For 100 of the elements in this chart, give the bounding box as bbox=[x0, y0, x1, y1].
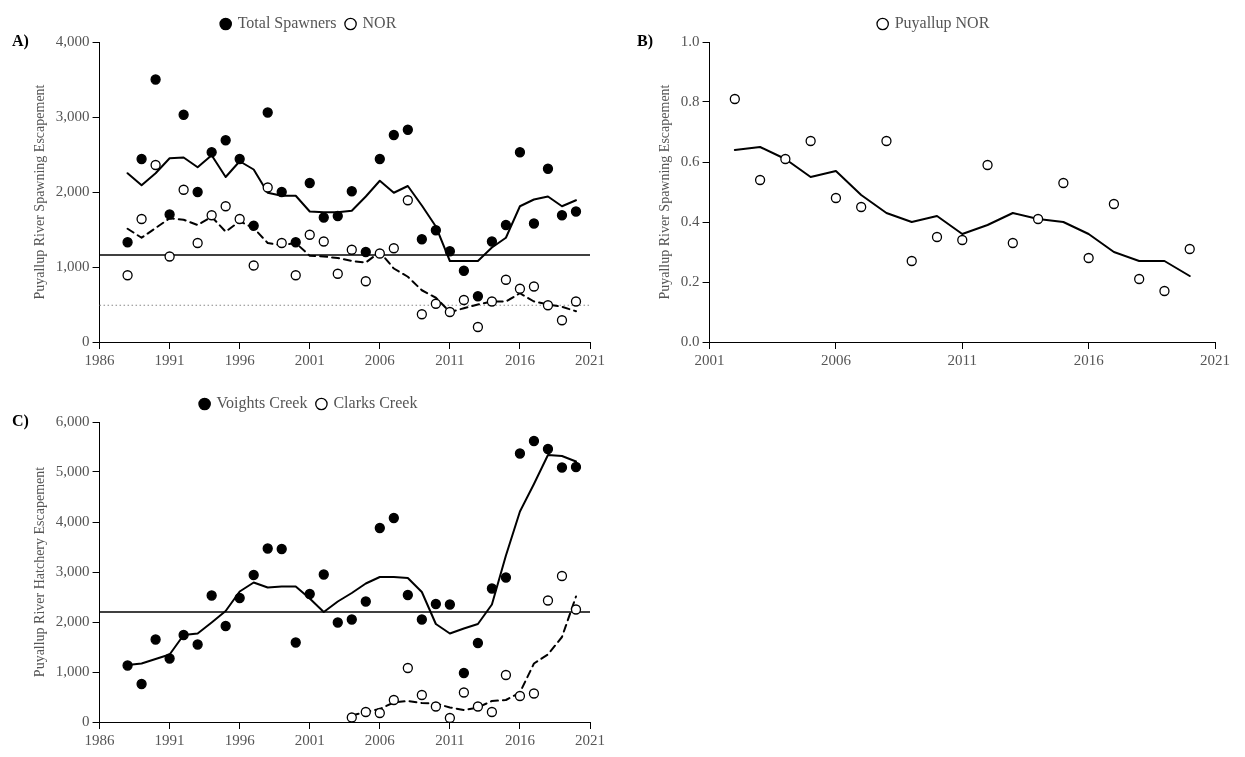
point bbox=[486, 296, 498, 307]
x-tick-label: 2016 bbox=[1073, 351, 1105, 368]
point bbox=[982, 159, 993, 171]
point bbox=[346, 712, 357, 722]
point bbox=[192, 639, 203, 650]
y-tick-label: 1,000 bbox=[55, 662, 90, 679]
point bbox=[262, 107, 273, 118]
point bbox=[220, 201, 231, 212]
point bbox=[122, 237, 133, 248]
point bbox=[136, 153, 147, 165]
point bbox=[416, 689, 427, 701]
y-tick-label: 0.8 bbox=[680, 92, 700, 109]
x-tick-label: 2021 bbox=[575, 351, 605, 368]
point bbox=[570, 461, 582, 473]
point bbox=[931, 231, 943, 243]
point bbox=[346, 614, 357, 625]
y-tick-label: 2,000 bbox=[55, 182, 90, 199]
point bbox=[570, 604, 582, 615]
point bbox=[500, 572, 512, 583]
legend-label: Voights Creek bbox=[216, 394, 308, 413]
point bbox=[318, 212, 329, 223]
x-tick-label: 2006 bbox=[364, 731, 396, 748]
point bbox=[1058, 177, 1069, 189]
point bbox=[374, 153, 385, 165]
x-tick-label: 2001 bbox=[294, 351, 325, 368]
point bbox=[542, 300, 554, 311]
point bbox=[1032, 213, 1044, 225]
point bbox=[346, 244, 357, 255]
point bbox=[500, 219, 512, 231]
point bbox=[402, 195, 413, 206]
point bbox=[206, 590, 217, 601]
point bbox=[430, 225, 442, 236]
point bbox=[388, 129, 399, 141]
point bbox=[729, 93, 740, 105]
point bbox=[248, 220, 259, 231]
point bbox=[234, 213, 245, 225]
y-tick-label: 0.2 bbox=[680, 272, 700, 289]
point bbox=[276, 237, 287, 249]
point bbox=[304, 229, 315, 240]
point bbox=[1108, 198, 1120, 210]
chart-title: B) bbox=[637, 32, 653, 51]
point bbox=[290, 270, 301, 281]
x-tick-label: 2011 bbox=[947, 351, 977, 368]
point bbox=[856, 201, 867, 213]
point bbox=[805, 135, 816, 147]
y-axis-title: Puyallup River Spawning Escapement bbox=[657, 84, 673, 300]
x-tick-label: 2001 bbox=[294, 731, 325, 748]
point bbox=[262, 182, 273, 193]
point bbox=[570, 296, 582, 307]
point bbox=[388, 694, 399, 706]
legend-label: Total Spawners bbox=[237, 14, 337, 33]
point bbox=[388, 243, 399, 254]
point bbox=[360, 276, 371, 287]
point bbox=[374, 707, 385, 719]
point bbox=[472, 321, 484, 333]
point bbox=[122, 270, 133, 281]
x-tick-label: 2006 bbox=[820, 351, 852, 368]
point bbox=[528, 688, 540, 699]
point bbox=[542, 163, 554, 174]
point bbox=[472, 637, 484, 649]
point bbox=[192, 186, 203, 198]
point bbox=[304, 177, 315, 189]
x-tick-label: 1986 bbox=[84, 731, 116, 748]
point bbox=[1159, 285, 1170, 297]
point bbox=[178, 109, 189, 120]
point bbox=[458, 687, 470, 698]
point bbox=[881, 135, 892, 147]
point bbox=[556, 210, 568, 221]
point bbox=[444, 246, 456, 257]
point bbox=[444, 712, 456, 722]
point bbox=[346, 186, 357, 197]
y-tick-label: 3,000 bbox=[55, 107, 90, 124]
point bbox=[542, 595, 554, 606]
y-tick-label: 2,000 bbox=[55, 612, 90, 629]
point bbox=[178, 629, 189, 641]
y-tick-label: 6,000 bbox=[55, 412, 90, 429]
point bbox=[332, 268, 343, 279]
x-tick-label: 2011 bbox=[435, 351, 465, 368]
point bbox=[192, 237, 203, 249]
y-tick-label: 0.6 bbox=[680, 152, 701, 169]
point bbox=[402, 124, 413, 135]
y-tick-label: 1,000 bbox=[55, 257, 90, 274]
point bbox=[150, 74, 161, 85]
point bbox=[262, 543, 273, 554]
x-tick-label: 2021 bbox=[1200, 351, 1230, 368]
point bbox=[556, 315, 568, 326]
point bbox=[388, 512, 399, 524]
point bbox=[206, 210, 217, 221]
point bbox=[500, 274, 512, 285]
point bbox=[1184, 243, 1195, 255]
x-tick-label: 1996 bbox=[224, 351, 256, 368]
point bbox=[444, 599, 456, 610]
point bbox=[206, 147, 217, 158]
x-tick-label: 1986 bbox=[84, 351, 116, 368]
point bbox=[528, 281, 540, 292]
y-tick-label: 5,000 bbox=[55, 462, 90, 479]
point bbox=[430, 701, 442, 712]
legend-label: NOR bbox=[362, 14, 397, 32]
point bbox=[1007, 237, 1018, 249]
point bbox=[220, 620, 231, 632]
